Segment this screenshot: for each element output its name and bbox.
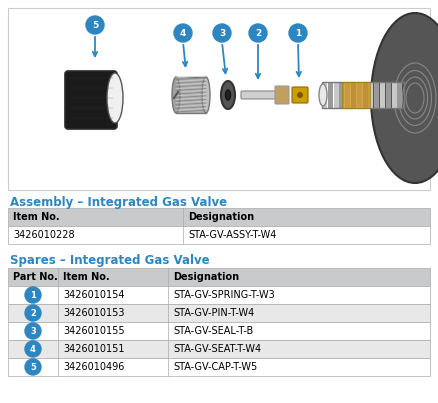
Text: 4: 4	[30, 345, 36, 353]
FancyBboxPatch shape	[380, 82, 385, 108]
Circle shape	[25, 287, 41, 303]
FancyBboxPatch shape	[8, 8, 430, 190]
Text: 3426010151: 3426010151	[63, 344, 124, 354]
FancyBboxPatch shape	[328, 82, 333, 108]
Circle shape	[25, 323, 41, 339]
Text: 3426010496: 3426010496	[63, 362, 124, 372]
Text: 2: 2	[30, 309, 36, 318]
FancyBboxPatch shape	[397, 82, 403, 108]
Circle shape	[25, 305, 41, 321]
Ellipse shape	[107, 73, 123, 123]
Ellipse shape	[371, 13, 438, 183]
Text: Part No.: Part No.	[13, 272, 58, 282]
Text: Designation: Designation	[173, 272, 239, 282]
FancyBboxPatch shape	[8, 322, 430, 340]
Circle shape	[249, 24, 267, 42]
Text: 3426010228: 3426010228	[13, 230, 74, 240]
Text: STA-GV-SEAL-T-B: STA-GV-SEAL-T-B	[173, 326, 253, 336]
Text: 4: 4	[180, 29, 186, 37]
Text: Item No.: Item No.	[63, 272, 110, 282]
FancyBboxPatch shape	[345, 82, 350, 108]
FancyBboxPatch shape	[8, 358, 430, 376]
FancyBboxPatch shape	[292, 87, 308, 103]
Text: STA-GV-SEAT-T-W4: STA-GV-SEAT-T-W4	[173, 344, 261, 354]
Text: Designation: Designation	[188, 212, 254, 222]
Text: STA-GV-SPRING-T-W3: STA-GV-SPRING-T-W3	[173, 290, 275, 300]
FancyBboxPatch shape	[8, 226, 430, 244]
FancyBboxPatch shape	[65, 71, 117, 129]
Text: Spares – Integrated Gas Valve: Spares – Integrated Gas Valve	[10, 254, 210, 267]
FancyBboxPatch shape	[322, 82, 327, 108]
FancyBboxPatch shape	[357, 82, 362, 108]
Text: 5: 5	[92, 21, 98, 29]
Circle shape	[86, 16, 104, 34]
FancyBboxPatch shape	[374, 82, 379, 108]
Circle shape	[289, 24, 307, 42]
FancyBboxPatch shape	[363, 82, 367, 108]
Text: 3426010154: 3426010154	[63, 290, 124, 300]
Circle shape	[174, 24, 192, 42]
Text: 2: 2	[255, 29, 261, 37]
Text: 1: 1	[30, 291, 36, 299]
FancyBboxPatch shape	[8, 340, 430, 358]
FancyBboxPatch shape	[8, 304, 430, 322]
FancyBboxPatch shape	[351, 82, 356, 108]
Ellipse shape	[221, 81, 235, 109]
FancyBboxPatch shape	[176, 77, 206, 113]
Text: 3426010153: 3426010153	[63, 308, 124, 318]
FancyBboxPatch shape	[386, 82, 391, 108]
Text: Item No.: Item No.	[13, 212, 60, 222]
Text: 3: 3	[30, 326, 36, 336]
FancyBboxPatch shape	[8, 208, 430, 226]
Text: 3426010155: 3426010155	[63, 326, 125, 336]
Ellipse shape	[319, 84, 327, 106]
FancyBboxPatch shape	[334, 82, 339, 108]
Text: STA-GV-ASSY-T-W4: STA-GV-ASSY-T-W4	[188, 230, 276, 240]
FancyBboxPatch shape	[8, 268, 430, 286]
FancyBboxPatch shape	[339, 82, 344, 108]
Circle shape	[25, 359, 41, 375]
FancyBboxPatch shape	[241, 91, 281, 99]
Circle shape	[213, 24, 231, 42]
Text: STA-GV-PIN-T-W4: STA-GV-PIN-T-W4	[173, 308, 254, 318]
FancyBboxPatch shape	[368, 82, 374, 108]
Ellipse shape	[202, 77, 210, 113]
Ellipse shape	[297, 93, 303, 98]
FancyBboxPatch shape	[342, 82, 370, 108]
Text: Assembly – Integrated Gas Valve: Assembly – Integrated Gas Valve	[10, 196, 227, 209]
FancyBboxPatch shape	[275, 86, 289, 104]
Ellipse shape	[226, 90, 230, 100]
Circle shape	[25, 341, 41, 357]
Ellipse shape	[172, 77, 180, 113]
Text: 5: 5	[30, 363, 36, 372]
Text: 1: 1	[295, 29, 301, 37]
Text: 3: 3	[219, 29, 225, 37]
Text: STA-GV-CAP-T-W5: STA-GV-CAP-T-W5	[173, 362, 257, 372]
FancyBboxPatch shape	[8, 286, 430, 304]
FancyBboxPatch shape	[392, 82, 396, 108]
